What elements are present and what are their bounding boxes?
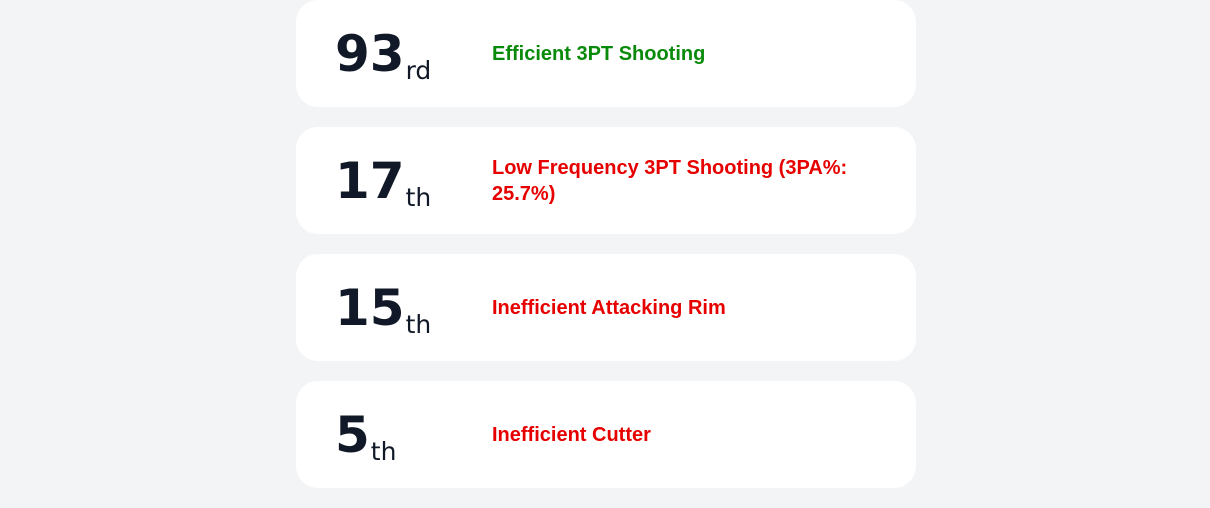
- rank-number: 5: [335, 405, 370, 464]
- skill-label: Efficient 3PT Shooting: [492, 42, 706, 65]
- skill-label: Inefficient Cutter: [492, 423, 651, 446]
- rank-suffix: th: [405, 183, 432, 212]
- rank-number: 93: [335, 24, 405, 83]
- skill-label: Low Frequency 3PT Shooting (3PA%: 25.7%): [492, 156, 848, 205]
- rank-suffix: th: [405, 310, 432, 339]
- rank-number: 17: [335, 151, 405, 210]
- skill-label: Inefficient Attacking Rim: [492, 296, 726, 319]
- rank-suffix: th: [370, 437, 397, 466]
- rank-suffix: rd: [405, 56, 432, 85]
- rank-number: 15: [335, 278, 405, 337]
